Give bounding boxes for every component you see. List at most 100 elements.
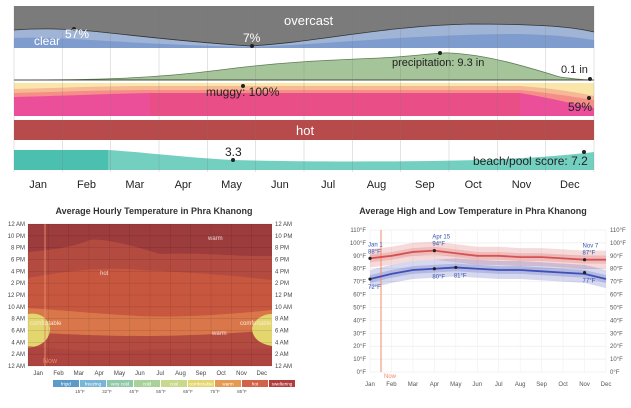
hour-tick-label-right: 6 AM <box>275 329 289 335</box>
hour-tick-label: 6 AM <box>11 329 25 335</box>
month-tick-label: Nov <box>236 371 247 377</box>
hot-label: hot <box>296 123 314 138</box>
temp-tick-label-right: 90°F <box>610 254 623 260</box>
temp-tick-label: 40°F <box>353 318 366 324</box>
legend-tick-label: 45°F <box>129 389 139 394</box>
temp-tick-label-right: 0°F <box>610 370 620 376</box>
cloud-cover-band: clear overcast 57% 7% <box>13 6 595 48</box>
month-tick-label: Nov <box>512 179 532 191</box>
now-label: Now <box>384 374 397 380</box>
legend-swatch <box>188 380 214 387</box>
annual-summary-chart: clear overcast 57% 7% precipitation: 9.3… <box>13 6 595 191</box>
temp-tick-label: 60°F <box>353 293 366 299</box>
hour-tick-label-right: 10 PM <box>275 234 292 240</box>
heatmap-region-label: warm <box>207 236 223 242</box>
legend-swatch <box>53 380 79 387</box>
legend-swatch <box>242 380 268 387</box>
month-tick-label: Jan <box>29 179 47 191</box>
humidity-band: muggy: 100% 59% <box>14 83 594 116</box>
cloud-mostly-clear-area <box>14 34 594 48</box>
beach-annotation: 3.3 <box>225 145 242 159</box>
temp-tick-label: 100°F <box>350 241 366 247</box>
legend-tick-label: 55°F <box>156 389 166 394</box>
temperature-annotation: 81°F <box>454 273 467 279</box>
legend-swatch <box>80 380 106 387</box>
temperature-annotation: 72°F <box>368 285 381 291</box>
temp-tick-label: 110°F <box>350 228 366 234</box>
legend-swatch <box>269 380 295 387</box>
clear-label: clear <box>34 34 60 48</box>
temp-tick-label: 30°F <box>353 331 366 337</box>
month-tick-label: Oct <box>558 382 568 388</box>
cloud-annotation: 57% <box>65 27 89 41</box>
temperature-annotation: Jan 1 <box>368 242 383 248</box>
warm-night-region <box>28 224 272 257</box>
month-tick-label: Dec <box>256 371 267 377</box>
hour-tick-label-right: 4 AM <box>275 340 289 346</box>
legend-tick-label: 65°F <box>183 389 193 394</box>
temp-tick-label-right: 80°F <box>610 267 623 273</box>
overcast-label: overcast <box>284 13 334 28</box>
hour-tick-label-right: 10 AM <box>275 305 292 311</box>
legend-label: freezing <box>85 382 102 387</box>
month-tick-label: Dec <box>560 179 580 191</box>
temp-tick-label-right: 60°F <box>610 293 623 299</box>
beach-score-band: 3.3 beach/pool score: 7.2 <box>14 145 594 171</box>
legend-label: very cold <box>111 382 130 387</box>
humidity-annotation: 59% <box>568 100 592 114</box>
hour-tick-label: 2 AM <box>11 352 25 358</box>
annotation-marker <box>368 256 372 260</box>
month-tick-label: Jul <box>321 179 335 191</box>
hourly-y-axis-left: 12 AM 10 PM 8 PM 6 PM 4 PM 2 PM 12 PM 10 AM 8 AM… <box>8 222 25 370</box>
hour-tick-label-right: 12 AM <box>275 364 292 370</box>
temperature-annotation: 77°F <box>583 279 596 285</box>
annotation-marker <box>582 258 587 262</box>
annotation-marker <box>432 267 436 271</box>
legend-tick-label: 85°F <box>237 389 247 394</box>
heatmap-gridlines <box>27 223 272 367</box>
legend-label: frigid <box>61 382 71 387</box>
hour-tick-label-right: 4 PM <box>275 269 289 275</box>
hour-tick-label-right: 12 PM <box>275 293 292 299</box>
highlow-gridlines <box>369 229 607 373</box>
hourly-temperature-chart: Average Hourly Temperature in Phra Khano… <box>8 206 295 394</box>
legend-swatch <box>161 380 187 387</box>
temp-tick-label: 0°F <box>357 370 367 376</box>
hour-tick-label: 6 PM <box>11 258 25 264</box>
temperature-annotation: 80°F <box>432 275 445 281</box>
heatmap-region-label: warm <box>211 331 227 337</box>
legend-label: warm <box>222 382 233 387</box>
month-tick-label: Aug <box>515 382 526 388</box>
heatmap-region-label: comfortable <box>240 321 272 327</box>
temp-tick-label: 50°F <box>353 305 366 311</box>
legend-label: comfortable <box>189 382 213 387</box>
temp-tick-label: 10°F <box>353 357 366 363</box>
temp-tick-label-right: 40°F <box>610 318 623 324</box>
month-tick-label: Jul <box>495 382 503 388</box>
month-tick-label: Apr <box>430 382 439 388</box>
hour-tick-label-right: 2 AM <box>275 352 289 358</box>
legend-label: sweltering <box>272 382 293 387</box>
legend-tick-label: 32°F <box>102 389 112 394</box>
highlow-y-axis-right: 0°F 10°F 20°F 30°F 40°F 50°F 60°F 70°F 80°F 90°F 1… <box>610 228 626 376</box>
highlow-y-axis-left: 0°F 10°F 20°F 30°F 40°F 50°F 60°F 70°F 80°F 90°F 1… <box>350 228 366 376</box>
temperature-annotation: 94°F <box>432 242 445 248</box>
precip-annotation: 0.1 in <box>561 64 588 76</box>
hour-tick-label: 10 AM <box>8 305 25 311</box>
heatmap-region-label: comfortable <box>30 321 62 327</box>
month-tick-label: Jan <box>33 371 43 377</box>
hourly-chart-title: Average Hourly Temperature in Phra Khano… <box>55 206 252 216</box>
month-tick-label: Jun <box>271 179 289 191</box>
month-tick-label: Dec <box>601 382 612 388</box>
temp-tick-label: 80°F <box>353 267 366 273</box>
legend-swatch <box>134 380 160 387</box>
humidity-annotation-marker <box>241 84 245 88</box>
hourly-x-axis: Jan Feb Mar Apr May Jun Jul Aug Sep Oct Nov Dec <box>33 371 267 377</box>
month-tick-label: Mar <box>74 371 84 377</box>
legend-tick-label: 15°F <box>75 389 85 394</box>
month-tick-label: Feb <box>53 371 64 377</box>
month-tick-label: Mar <box>125 179 144 191</box>
comfortable-morning-region-right <box>252 314 272 346</box>
legend-label: hot <box>252 382 259 387</box>
annotation-marker <box>582 271 587 275</box>
